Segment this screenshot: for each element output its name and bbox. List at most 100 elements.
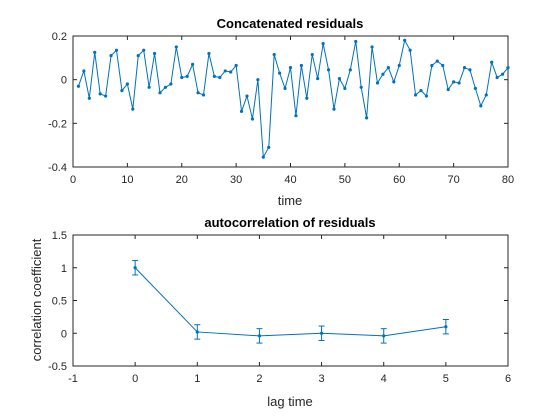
residuals-data-point (136, 54, 140, 58)
autocorrelation-x-tick-label: 4 (381, 373, 387, 385)
residuals-data-point (229, 70, 233, 74)
residuals-axes-box (72, 35, 509, 168)
residuals-data-point (250, 117, 255, 121)
residuals-data-point (446, 87, 450, 92)
residuals-data-point (375, 81, 380, 85)
residuals-data-point (419, 88, 423, 93)
residuals-data-point (131, 107, 135, 111)
autocorrelation-x-tick-label: 0 (132, 373, 138, 385)
residuals-data-point (82, 69, 86, 73)
autocorrelation-x-tick-label: 3 (319, 373, 325, 385)
residuals-data-point (381, 72, 385, 76)
residuals-data-point (430, 63, 434, 68)
residuals-data-point (348, 68, 352, 72)
residuals-data-point (212, 74, 216, 78)
residuals-data-point (109, 54, 113, 58)
residuals-y-tick-label: 0 (61, 75, 67, 87)
residuals-data-point (435, 59, 439, 63)
residuals-data-point (370, 45, 374, 49)
residuals-data-point (261, 155, 265, 159)
residuals-data-point (495, 75, 499, 80)
residuals-data-point (87, 96, 91, 100)
residuals-x-tick-label: 50 (339, 174, 351, 186)
residuals-y-tick-label: -0.4 (48, 162, 67, 174)
residuals-data-point (245, 94, 249, 98)
residuals-data-point (413, 93, 418, 97)
residuals-data-point (468, 68, 472, 72)
residuals-data-point (294, 114, 298, 118)
residuals-data-point (310, 52, 314, 57)
residuals-data-point (490, 60, 494, 64)
autocorrelation-y-tick-label: -0.5 (48, 361, 67, 373)
residuals-data-point (76, 84, 81, 88)
residuals-data-point (506, 66, 510, 70)
residuals-data-point (98, 92, 102, 96)
residuals-data-point (299, 63, 303, 68)
residuals-x-tick-label: 10 (121, 174, 133, 186)
residuals-x-tick-label: 30 (230, 174, 242, 186)
residuals-x-tick-label: 60 (393, 174, 405, 186)
residuals-data-point (234, 63, 238, 68)
residuals-data-point (316, 76, 320, 81)
residuals-data-point (462, 66, 467, 70)
residuals-data-point (484, 93, 488, 97)
residuals-data-point (365, 116, 369, 120)
residuals-data-point (239, 109, 244, 113)
residuals-data-point (500, 72, 505, 76)
residuals-data-point (343, 86, 347, 90)
autocorrelation-y-label: correlation coefficient (29, 238, 44, 361)
residuals-data-point (441, 63, 445, 68)
autocorrelation-data-point (195, 330, 199, 334)
residuals-data-point (93, 50, 97, 54)
autocorrelation-data-point (382, 334, 386, 338)
residuals-data-point (104, 94, 108, 98)
autocorrelation-title: autocorrelation of residuals (204, 215, 375, 230)
autocorrelation-x-tick-label: 6 (505, 373, 511, 385)
residuals-y-tick-label: 0.2 (52, 31, 67, 43)
residuals-data-point (337, 76, 342, 81)
residuals-x-tick-label: 70 (448, 174, 460, 186)
residuals-data-point (142, 48, 146, 52)
residuals-data-point (223, 69, 227, 73)
autocorrelation-x-tick-label: -1 (68, 373, 78, 385)
autocorrelation-y-tick-label: 0 (61, 328, 67, 340)
residuals-data-point (408, 48, 412, 52)
residuals-data-point (354, 39, 358, 44)
residuals-data-point (218, 75, 222, 80)
autocorrelation-y-tick-label: 1 (61, 263, 67, 275)
residuals-data-point (283, 86, 287, 90)
autocorrelation-x-tick-label: 5 (443, 373, 449, 385)
autocorrelation-x-tick-label: 1 (194, 373, 200, 385)
residuals-data-point (424, 94, 429, 98)
residuals-data-point (479, 104, 483, 108)
residuals-data-point (185, 74, 189, 78)
residuals-data-point (256, 78, 260, 82)
residuals-data-point (403, 38, 407, 42)
residuals-x-tick-label: 0 (70, 174, 76, 186)
residuals-data-point (332, 107, 336, 111)
autocorrelation-plot: autocorrelation of residuals lag time co… (29, 215, 511, 409)
residuals-title: Concatenated residuals (217, 16, 364, 31)
residuals-data-point (397, 63, 401, 68)
autocorrelation-x-tick-label: 2 (256, 373, 262, 385)
autocorrelation-data-point (257, 334, 262, 338)
autocorrelation-series-line (134, 267, 446, 337)
residuals-data-point (191, 62, 195, 66)
residuals-data-point (180, 75, 184, 80)
residuals-data-point (278, 71, 282, 75)
autocorrelation-x-label: lag time (267, 394, 313, 409)
autocorrelation-data-point (133, 266, 137, 270)
residuals-plot: Concatenated residuals time 0 10 20 30 40 50 6… (48, 16, 514, 208)
residuals-data-point (305, 96, 309, 100)
residuals-data-point (457, 81, 461, 85)
residuals-data-point (288, 66, 293, 70)
residuals-data-point (163, 85, 168, 89)
residuals-x-tick-label: 80 (502, 174, 514, 186)
residuals-data-point (359, 85, 363, 89)
residuals-data-point (392, 80, 396, 84)
residuals-data-point (169, 82, 173, 86)
autocorrelation-data-point (319, 331, 324, 335)
residuals-data-point (207, 51, 211, 56)
residuals-data-point (201, 93, 206, 97)
residuals-data-point (473, 86, 477, 90)
